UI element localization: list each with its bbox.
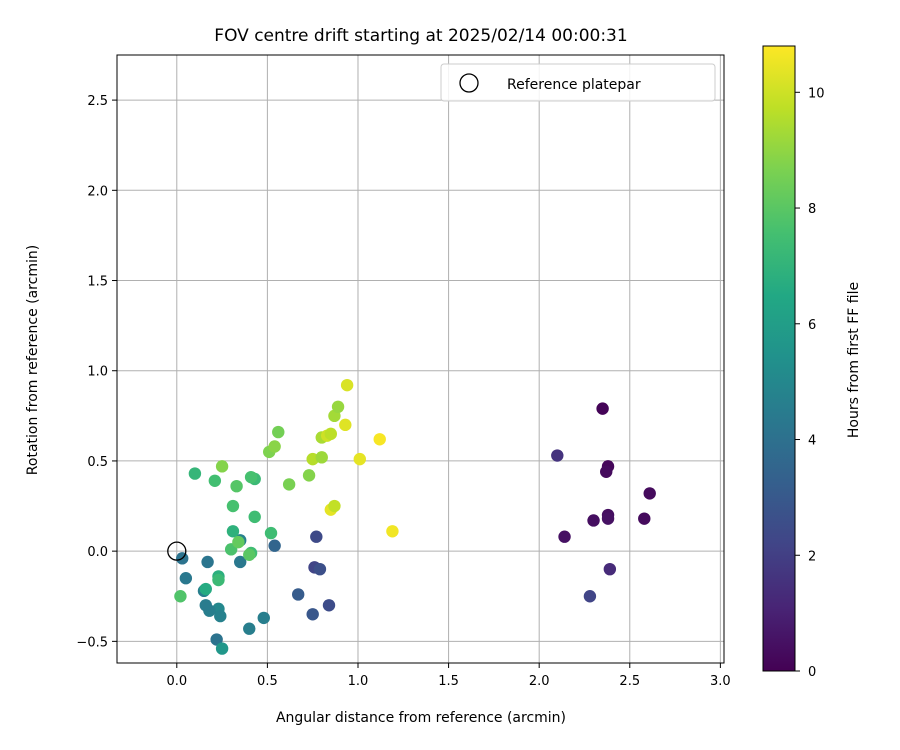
data-point <box>291 588 305 601</box>
data-point <box>264 526 278 540</box>
data-point <box>234 555 247 569</box>
data-point <box>244 470 258 484</box>
legend-label: Reference platepar <box>507 77 641 93</box>
data-point <box>306 608 319 621</box>
data-point <box>226 499 240 513</box>
plot-frame <box>116 54 725 664</box>
x-tick-label: 3.0 <box>710 674 731 689</box>
data-point <box>243 548 256 561</box>
data-point <box>208 474 222 487</box>
colorbar-tick-label: 10 <box>808 86 825 101</box>
data-point <box>638 512 651 525</box>
x-axis-label: Angular distance from reference (arcmin) <box>276 710 566 726</box>
data-point <box>643 487 656 500</box>
x-axis-ticks: 0.0 0.5 1.0 1.5 2.0 2.5 3.0 <box>166 663 731 689</box>
chart-title: FOV centre drift starting at 2025/02/14 … <box>214 26 627 46</box>
y-tick-label: 1.0 <box>87 365 108 380</box>
legend-reference-marker <box>459 73 479 93</box>
colorbar: 0 2 4 6 8 10 Hours from first FF file <box>762 45 862 680</box>
data-point <box>282 478 296 491</box>
data-point <box>215 642 229 655</box>
data-point <box>243 622 256 635</box>
data-point <box>230 479 243 493</box>
x-tick-label: 0.5 <box>257 674 278 689</box>
colorbar-tick-label: 0 <box>808 665 816 680</box>
colorbar-gradient <box>762 45 796 672</box>
data-point <box>373 433 386 446</box>
data-point <box>339 418 352 432</box>
data-point <box>257 611 270 625</box>
data-point <box>215 460 229 473</box>
colorbar-label: Hours from first FF file <box>846 282 862 438</box>
data-point <box>583 590 597 603</box>
data-point <box>212 573 225 587</box>
data-point <box>315 451 328 464</box>
colorbar-tick-label: 6 <box>808 318 816 333</box>
reference-platepar-marker <box>167 541 187 561</box>
data-point <box>386 525 399 538</box>
x-tick-label: 0.0 <box>166 674 187 689</box>
data-point <box>551 449 564 462</box>
data-point <box>232 535 245 549</box>
data-point <box>268 440 281 453</box>
x-tick-label: 1.5 <box>438 674 459 689</box>
data-point <box>340 378 354 392</box>
data-point <box>272 425 285 439</box>
scatter-points <box>174 378 656 655</box>
y-tick-label: −0.5 <box>76 635 108 650</box>
data-point <box>324 427 338 441</box>
data-point <box>199 582 212 596</box>
data-point <box>188 467 202 480</box>
data-point <box>558 530 571 543</box>
data-point <box>201 555 214 569</box>
data-point <box>587 514 600 527</box>
y-tick-label: 1.5 <box>87 275 108 290</box>
x-tick-label: 2.5 <box>619 674 640 689</box>
colorbar-tick-label: 2 <box>808 549 816 564</box>
data-point <box>601 512 615 525</box>
data-point <box>596 402 609 415</box>
y-axis-label: Rotation from reference (arcmin) <box>25 245 41 475</box>
y-tick-label: 2.0 <box>87 184 108 199</box>
data-point <box>603 562 617 576</box>
legend-box <box>440 63 716 102</box>
y-tick-label: 0.0 <box>87 545 108 560</box>
data-point <box>226 525 240 538</box>
data-point <box>331 400 345 414</box>
y-tick-label: 2.5 <box>87 94 108 109</box>
colorbar-ticks: 0 2 4 6 8 10 <box>795 86 825 680</box>
data-point <box>313 562 327 576</box>
data-point <box>302 469 316 482</box>
data-point <box>179 572 193 585</box>
data-point <box>328 499 341 513</box>
colorbar-tick-label: 4 <box>808 434 816 449</box>
data-point <box>268 539 281 552</box>
data-point <box>600 465 613 478</box>
data-point <box>199 599 212 612</box>
data-point <box>174 590 187 603</box>
x-tick-label: 1.0 <box>348 674 369 689</box>
legend: Reference platepar <box>440 63 716 102</box>
data-point <box>322 599 336 612</box>
y-tick-label: 0.5 <box>87 455 108 470</box>
colorbar-tick-label: 8 <box>808 202 816 217</box>
data-point <box>353 452 366 466</box>
data-point <box>248 510 261 524</box>
x-tick-label: 2.0 <box>529 674 550 689</box>
data-point <box>310 530 323 543</box>
reference-marker <box>167 541 187 561</box>
y-axis-ticks: −0.5 0.0 0.5 1.0 1.5 2.0 2.5 <box>76 94 117 650</box>
data-point <box>210 633 223 646</box>
grid-lines <box>117 55 724 663</box>
data-point <box>214 609 227 623</box>
